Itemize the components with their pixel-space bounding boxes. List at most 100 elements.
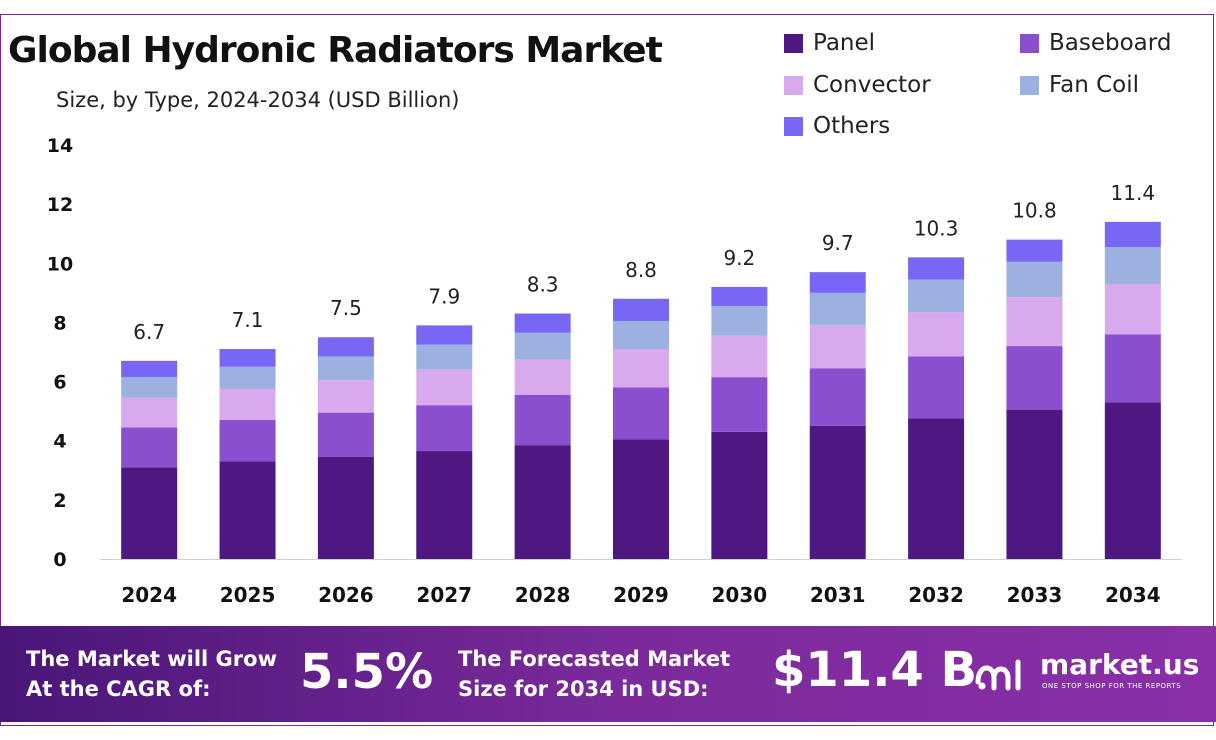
chart-title: Global Hydronic Radiators Market bbox=[8, 30, 663, 71]
legend-item-baseboard: Baseboard bbox=[1020, 30, 1171, 56]
bar-segment-fan-coil bbox=[613, 320, 669, 350]
x-tick-label: 2024 bbox=[121, 583, 177, 607]
bar-segment-fan-coil bbox=[1006, 261, 1063, 298]
x-tick-label: 2034 bbox=[1105, 583, 1161, 607]
bar-segment-panel bbox=[219, 461, 276, 559]
x-tick-label: 2030 bbox=[712, 583, 768, 607]
cagr-label: The Market will Grow At the CAGR of: bbox=[26, 644, 277, 704]
bar-total-label: 7.9 bbox=[428, 284, 460, 308]
legend-item-others: Others bbox=[784, 113, 890, 139]
legend-swatch-panel bbox=[784, 33, 803, 53]
bar-segment-others bbox=[908, 257, 965, 280]
x-tick-label: 2028 bbox=[515, 583, 571, 607]
bar-segment-others bbox=[219, 349, 276, 367]
bar-total-label: 7.5 bbox=[330, 296, 362, 320]
bar-total-label: 6.7 bbox=[133, 320, 165, 344]
bar-total-label: 10.8 bbox=[1012, 199, 1057, 223]
bar-segment-panel bbox=[121, 467, 178, 559]
cagr-label-line1: The Market will Grow bbox=[26, 647, 277, 671]
bar-segment-baseboard bbox=[809, 368, 866, 426]
bar-total-label: 8.8 bbox=[625, 258, 657, 282]
bar-total-label: 9.2 bbox=[723, 246, 755, 270]
bar-segment-panel bbox=[317, 456, 374, 559]
market-us-logo-icon bbox=[975, 659, 1021, 691]
legend-item-panel: Panel bbox=[784, 30, 875, 56]
bar-segment-others bbox=[1104, 221, 1161, 248]
y-tick-label: 8 bbox=[53, 312, 66, 334]
legend: Panel Baseboard Convector Fan Coil Other… bbox=[0, 0, 1216, 150]
bar-segment-others bbox=[613, 298, 669, 321]
bar-segment-baseboard bbox=[219, 420, 276, 462]
cagr-label-line2: At the CAGR of: bbox=[26, 677, 211, 701]
y-tick-label: 6 bbox=[53, 372, 66, 394]
stacked-bar-chart: 0 2 4 6 8 10 12 14 6.7 2024 7.1 2025 7.5 2026 7.9 2027 8… bbox=[47, 135, 1182, 607]
bar-segment-fan-coil bbox=[711, 306, 768, 336]
bar-segment-fan-coil bbox=[809, 292, 866, 326]
bar-segment-others bbox=[514, 313, 571, 333]
y-tick-label: 10 bbox=[47, 253, 73, 275]
legend-item-convector: Convector bbox=[784, 72, 931, 98]
bar-segment-baseboard bbox=[711, 377, 768, 432]
forecast-value: $11.4 B bbox=[772, 642, 978, 698]
bar-segment-convector bbox=[711, 335, 768, 378]
y-tick-label: 2 bbox=[53, 490, 66, 512]
bar-segment-convector bbox=[121, 397, 178, 428]
bar-segment-convector bbox=[809, 325, 866, 369]
bar-segment-others bbox=[711, 286, 768, 307]
legend-label-baseboard: Baseboard bbox=[1049, 30, 1172, 56]
bar-segment-others bbox=[416, 325, 473, 345]
bar-segment-panel bbox=[1006, 409, 1063, 559]
bar-segment-fan-coil bbox=[219, 366, 276, 389]
x-tick-label: 2031 bbox=[810, 583, 866, 607]
legend-swatch-others bbox=[784, 116, 803, 136]
forecast-label: The Forecasted Market Size for 2034 in U… bbox=[458, 644, 730, 704]
legend-label-panel: Panel bbox=[813, 30, 876, 56]
chart-subtitle: Size, by Type, 2024-2034 (USD Billion) bbox=[56, 88, 460, 112]
bar-segment-convector bbox=[613, 349, 669, 388]
x-tick-label: 2025 bbox=[220, 583, 276, 607]
bar-segment-fan-coil bbox=[416, 344, 473, 370]
bar-segment-panel bbox=[416, 451, 473, 559]
bar-segment-convector bbox=[908, 312, 965, 357]
forecast-label-line1: The Forecasted Market bbox=[458, 647, 731, 671]
bar-total-label: 11.4 bbox=[1111, 181, 1156, 205]
bar-segment-panel bbox=[613, 439, 669, 559]
bar-segment-panel bbox=[711, 431, 768, 559]
bar-segment-convector bbox=[219, 388, 276, 421]
bar-total-label: 7.1 bbox=[232, 308, 264, 332]
bar-segment-fan-coil bbox=[121, 377, 178, 398]
bar-segment-fan-coil bbox=[908, 279, 965, 313]
bar-total-label: 10.3 bbox=[914, 216, 959, 240]
bar-segment-baseboard bbox=[514, 394, 571, 446]
bar-segment-panel bbox=[1104, 402, 1161, 559]
bar-segment-panel bbox=[514, 445, 571, 559]
bar-segment-convector bbox=[1006, 297, 1063, 347]
bar-segment-baseboard bbox=[613, 387, 669, 440]
bar-segment-others bbox=[1006, 239, 1063, 262]
legend-label-fan-coil: Fan Coil bbox=[1049, 72, 1140, 98]
bar-segment-baseboard bbox=[121, 427, 178, 468]
bar-segment-fan-coil bbox=[317, 356, 374, 381]
x-tick-label: 2033 bbox=[1007, 583, 1063, 607]
forecast-label-line2: Size for 2034 in USD: bbox=[458, 677, 709, 701]
legend-swatch-baseboard bbox=[1020, 33, 1039, 53]
bar-segment-fan-coil bbox=[1104, 247, 1161, 284]
bar-segment-others bbox=[121, 360, 178, 378]
bar-segment-convector bbox=[317, 380, 374, 413]
bar-segment-others bbox=[317, 337, 374, 357]
bar-segment-convector bbox=[514, 359, 571, 395]
x-tick-label: 2029 bbox=[613, 583, 669, 607]
x-tick-label: 2032 bbox=[908, 583, 964, 607]
bar-total-label: 9.7 bbox=[822, 231, 854, 255]
bar-segment-others bbox=[809, 272, 866, 293]
y-tick-label: 0 bbox=[53, 549, 66, 571]
bar-total-label: 8.3 bbox=[527, 273, 559, 297]
legend-item-fan-coil: Fan Coil bbox=[1020, 72, 1139, 98]
footer-banner: The Market will Grow At the CAGR of: 5.5… bbox=[0, 626, 1216, 722]
legend-swatch-convector bbox=[784, 75, 803, 95]
y-tick-label: 14 bbox=[47, 135, 73, 157]
y-tick-label: 12 bbox=[47, 194, 73, 216]
brand-tagline: ONE STOP SHOP FOR THE REPORTS bbox=[1042, 682, 1182, 690]
legend-label-others: Others bbox=[813, 113, 891, 139]
brand-name: market.us bbox=[1040, 648, 1200, 681]
